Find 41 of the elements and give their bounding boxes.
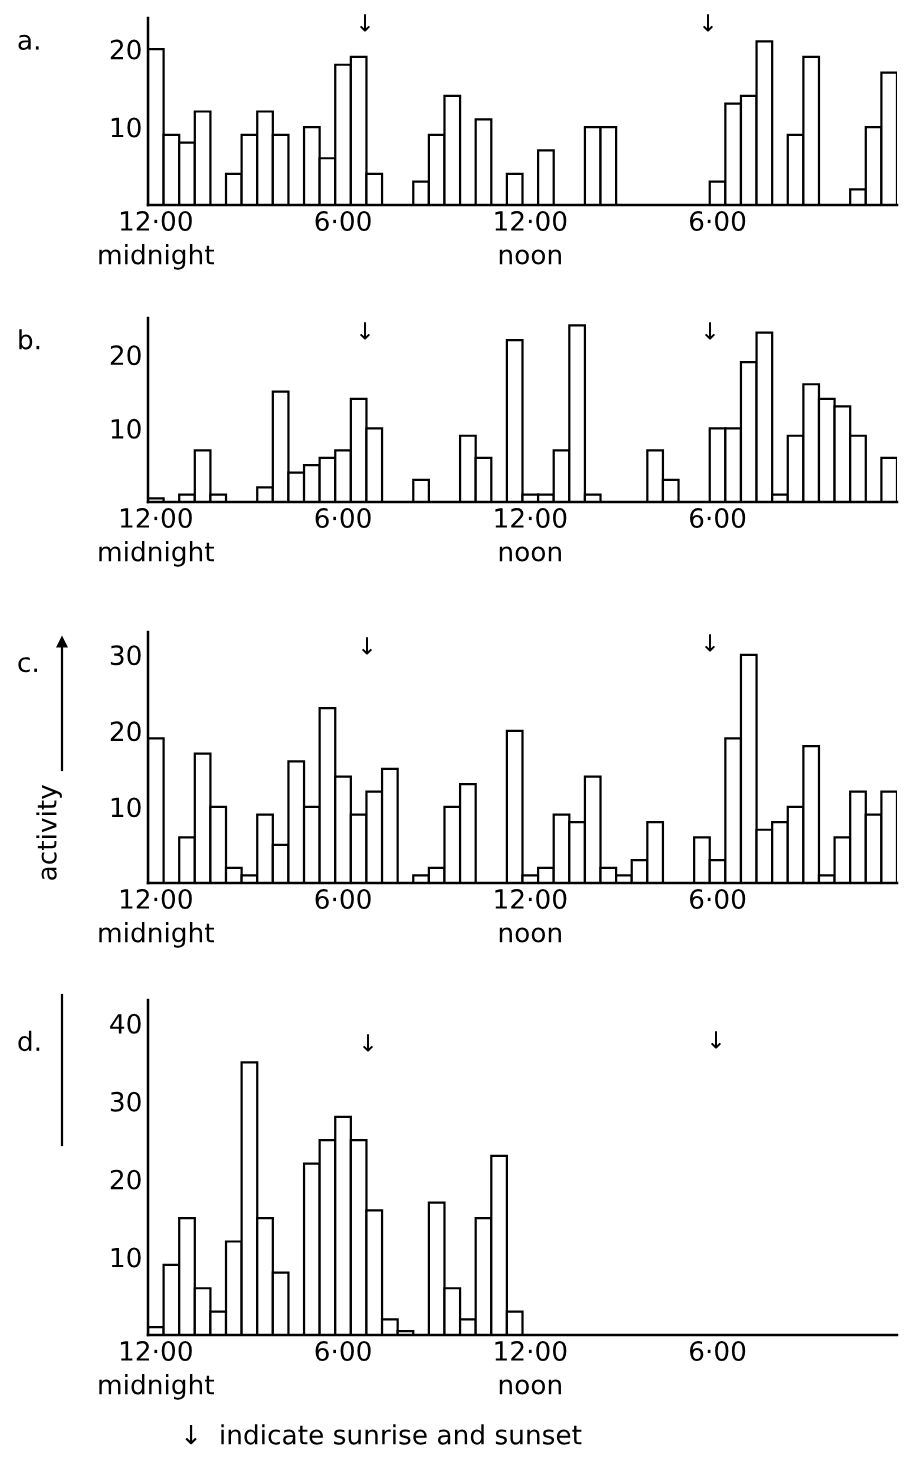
annotation: ↓ <box>704 634 716 652</box>
x-tick-label: 12·00 noon <box>495 508 567 562</box>
y-tick-label: 10 <box>111 797 141 818</box>
text: c. <box>18 657 37 673</box>
y-tick-label: 30 <box>110 1091 141 1112</box>
x-tick-label: 12·00 midnight <box>99 211 214 270</box>
text: ↓ indicate sunrise and sunset <box>185 1424 582 1445</box>
x-tick-label: 12·00 noon <box>495 1341 567 1395</box>
annotation: ↓ <box>359 14 371 32</box>
y-axis-title: activity <box>36 784 62 880</box>
y-tick-label: 10 <box>111 1247 141 1268</box>
chart-title: a. <box>18 34 39 50</box>
y-tick-label: 20 <box>110 721 141 742</box>
x-tick-label: 6·00 <box>315 1341 371 1361</box>
y-tick-label: 20 <box>110 1169 141 1190</box>
x-tick-label: 6·00 <box>315 508 371 528</box>
annotation: ↓ <box>702 14 714 32</box>
x-tick-label: 12·00 midnight <box>99 1341 214 1400</box>
y-tick-label: 10 <box>111 117 141 138</box>
x-tick-label: 6·00 <box>690 889 746 909</box>
x-tick-label: 12·00 noon <box>495 211 567 265</box>
y-tick-label: 20 <box>110 345 141 366</box>
annotation: ↓ <box>362 1034 374 1052</box>
x-tick-label: 6·00 <box>315 889 371 909</box>
y-tick-label: 10 <box>111 418 141 439</box>
x-tick-label: 6·00 <box>690 508 746 528</box>
x-tick-label: 6·00 <box>315 211 371 231</box>
y-tick-label: 30 <box>110 645 141 666</box>
annotation: ↓ <box>710 1031 722 1049</box>
x-tick-label: 6·00 <box>690 211 746 231</box>
chart-title: b. <box>19 329 40 350</box>
x-tick-label: 12·00 midnight <box>99 889 214 948</box>
y-tick-label: 20 <box>110 39 141 60</box>
text: d. <box>18 1030 40 1052</box>
annotation: ↓ <box>359 322 371 340</box>
x-tick-label: 6·00 <box>690 1341 746 1361</box>
x-tick-label: 12·00 noon <box>495 889 567 943</box>
annotation: ↓ <box>361 637 373 655</box>
annotation: ↓ <box>704 322 716 340</box>
y-tick-label: 40 <box>110 1013 141 1034</box>
x-tick-label: 12·00 midnight <box>99 508 214 567</box>
